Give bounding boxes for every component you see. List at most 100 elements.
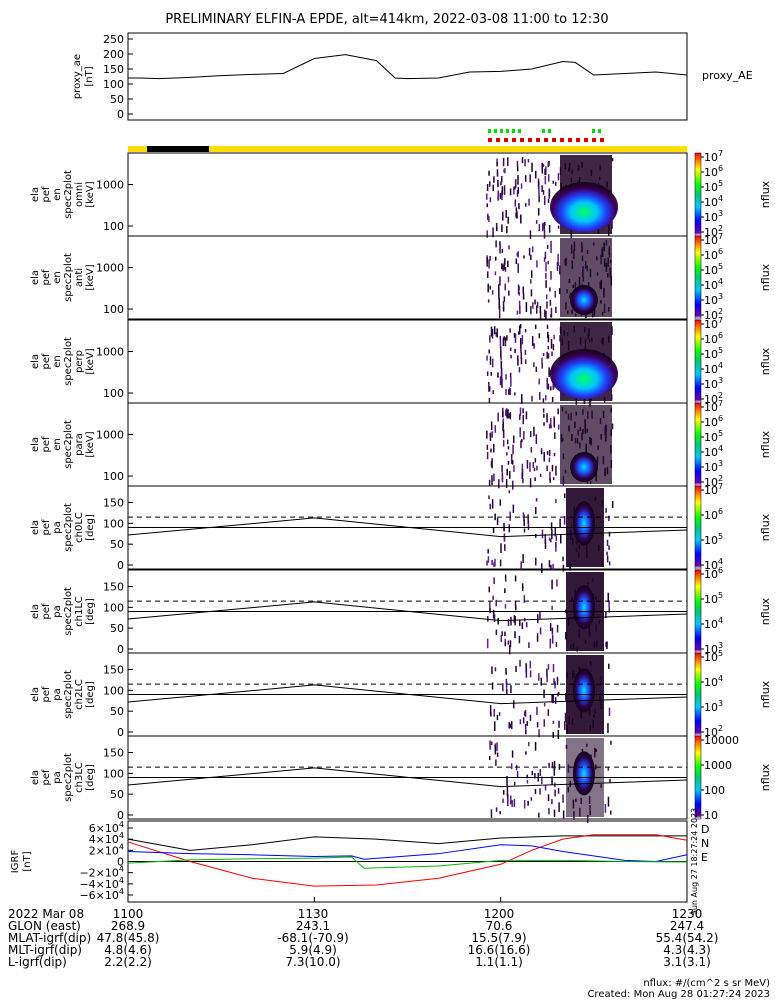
ch2LC-speckle xyxy=(564,721,566,731)
perp-speckle xyxy=(501,378,503,388)
ch2LC-speckle xyxy=(543,702,546,707)
perp-speckle xyxy=(514,333,517,343)
ch0LC-speckle xyxy=(522,512,525,518)
ch0LC-speckle xyxy=(550,564,552,571)
ch3LC-speckle xyxy=(506,783,509,788)
anti-colorbar-label: 106 xyxy=(704,247,723,262)
anti-speckle xyxy=(486,257,488,267)
ch2LC-speckle xyxy=(529,714,532,721)
ch1LC-speckle xyxy=(495,599,497,607)
ch2LC-losscone-curve xyxy=(127,684,688,705)
ch1LC-speckle xyxy=(551,627,554,635)
para-speckle xyxy=(550,417,552,427)
ch3LC-speckle xyxy=(604,803,607,813)
omni-speckle xyxy=(505,210,507,218)
perp-colorbar-label: 103 xyxy=(704,376,723,391)
perp-ytick-label: 1000 xyxy=(96,346,124,359)
anti-speckle xyxy=(502,301,505,309)
ch3LC-speckle xyxy=(553,760,556,770)
ch2LC-speckle xyxy=(491,682,494,690)
ch1LC-speckle xyxy=(539,611,541,619)
table-cell: 70.6 xyxy=(486,919,513,933)
ch3LC-speckle xyxy=(562,810,565,819)
perp-speckle xyxy=(510,354,512,359)
para-speckle xyxy=(506,468,508,476)
omni-speckle xyxy=(516,160,519,167)
ch0LC-speckle xyxy=(494,558,496,567)
ch0LC-speckle xyxy=(491,559,493,566)
ch3LC-blob xyxy=(573,751,595,796)
ch1LC-speckle xyxy=(492,611,495,616)
ch2LC-speckle xyxy=(498,712,501,716)
omni-speckle xyxy=(502,157,505,167)
ch3LC-ytick-label: 150 xyxy=(103,747,124,760)
ch1LC-speckle xyxy=(507,618,510,627)
anti-speckle xyxy=(518,300,521,309)
ch0LC-speckle xyxy=(503,526,505,532)
para-speckle xyxy=(488,479,491,486)
para-speckle xyxy=(546,413,548,423)
perp-speckle xyxy=(548,367,550,378)
anti-speckle xyxy=(502,264,504,271)
status-mark-red xyxy=(568,138,572,142)
perp-speckle xyxy=(520,343,522,353)
para-speckle xyxy=(546,451,549,455)
perp-speckle xyxy=(546,351,548,359)
table-cell: 243.1 xyxy=(296,919,330,933)
ch0LC-colorbar-label: 106 xyxy=(704,507,723,522)
omni-speckle xyxy=(541,162,543,173)
ch2LC-ytick-label: 50 xyxy=(110,705,124,718)
ch3LC-speckle xyxy=(557,788,560,794)
para-speckle xyxy=(486,430,488,439)
omni-colorbar-label: 104 xyxy=(704,194,723,209)
igrf-legend-N: N xyxy=(701,837,709,850)
ch3LC-speckle xyxy=(489,740,491,750)
ch1LC-speckle xyxy=(504,631,506,637)
ch0LC-ylabel: ela pef pa spec2plot ch0LC [deg] xyxy=(30,503,96,552)
para-ylabel-line: ela xyxy=(30,437,41,452)
ch0LC-speckle xyxy=(488,495,490,500)
anti-speckle xyxy=(519,306,521,314)
ch2LC-speckle xyxy=(536,721,539,728)
anti-speckle xyxy=(525,302,528,313)
ch1LC-speckle xyxy=(536,633,539,642)
ch0LC-speckle xyxy=(500,543,502,553)
para-speckle xyxy=(520,440,522,449)
perp-speckle xyxy=(505,388,507,395)
omni-speckle xyxy=(544,221,546,226)
para-speckle xyxy=(529,478,532,488)
ch1LC-speckle xyxy=(510,616,512,626)
ch0LC-speckle xyxy=(487,549,489,554)
anti-speckle xyxy=(559,265,561,275)
para-speckle xyxy=(611,423,614,430)
igrf-legend-E: E xyxy=(701,851,708,864)
ch0LC-speckle xyxy=(552,563,554,570)
ch2LC-speckle xyxy=(557,729,560,739)
ch1LC-speckle xyxy=(508,645,511,655)
ch1LC-speckle xyxy=(608,607,611,613)
ch3LC-speckle xyxy=(494,745,497,755)
para-speckle xyxy=(553,452,556,457)
omni-colorbar-label: 102 xyxy=(704,224,723,239)
ch3LC-speckle xyxy=(551,799,553,805)
anti-speckle xyxy=(489,255,491,261)
ch0LC-ytick-label: 50 xyxy=(110,538,124,551)
ch0LC-speckle xyxy=(496,517,499,526)
omni-ytick-label: 100 xyxy=(103,220,124,233)
ch3LC-speckle xyxy=(551,776,553,785)
omni-speckle xyxy=(500,181,502,186)
omni-speckle xyxy=(486,203,488,208)
para-colorbar-label: 107 xyxy=(704,399,723,414)
ch0LC-speckle xyxy=(562,556,564,562)
ch1LC-speckle xyxy=(487,616,489,622)
omni-speckle xyxy=(487,213,489,220)
para-speckle xyxy=(534,458,537,463)
omni-speckle xyxy=(499,192,502,199)
anti-speckle xyxy=(503,262,506,270)
omni-speckle xyxy=(537,180,540,190)
anti-speckle xyxy=(494,256,497,261)
ch3LC-speckle xyxy=(587,814,589,823)
omni-speckle xyxy=(545,166,547,175)
ch0LC-speckle xyxy=(486,560,488,566)
status-mark-red xyxy=(536,138,540,142)
